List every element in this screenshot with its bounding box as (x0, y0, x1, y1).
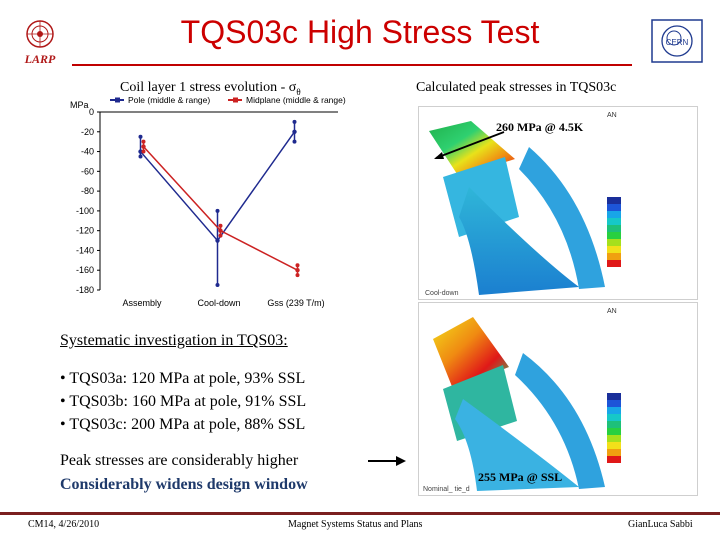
cern-logo: CERN (650, 18, 704, 64)
y-tick-label: -180 (76, 285, 94, 295)
data-point (218, 228, 223, 233)
left-subtitle: Coil layer 1 stress evolution - σθ (120, 80, 301, 97)
legend-label: Midplane (middle & range) (246, 95, 346, 105)
y-tick-label: -40 (81, 147, 94, 157)
range-max-marker (215, 208, 220, 213)
callout-top: 260 MPa @ 4.5K (496, 120, 584, 134)
sigma-symbol: σ (288, 80, 297, 95)
title-divider (72, 64, 632, 66)
fea-plot-ssl: AN Nominal_ tie_d (418, 302, 698, 496)
y-tick-label: -60 (81, 166, 94, 176)
stress-chart: MPa 0 -20 -40 -60 -80 -100 -120 -140 -160 -180 Asse… (60, 92, 350, 310)
y-tick-label: -160 (76, 265, 94, 275)
right-subtitle: Calculated peak stresses in TQS03c (416, 80, 617, 95)
range-min-marker (292, 139, 297, 144)
fea-header-text: AN (607, 112, 617, 119)
peak-stress-line: Peak stresses are considerably higher (60, 452, 299, 469)
legend-marker (233, 97, 238, 103)
fea-bottom-caption: Nominal_ tie_d (423, 486, 470, 493)
larp-logo-text: LARP (24, 52, 56, 66)
page-title: TQS03c High Stress Test (180, 14, 540, 50)
range-min-marker (295, 273, 300, 278)
footer-left: CM14, 4/26/2010 (28, 519, 100, 530)
y-axis-unit-label: MPa (70, 100, 89, 110)
range-max-marker (292, 119, 297, 124)
peak-arrow (368, 456, 406, 466)
bullet-tqs03b: • TQS03b: 160 MPa at pole, 91% SSL (60, 393, 307, 410)
cern-logo-text: CERN (666, 38, 689, 47)
fea-top-caption: Cool-down (425, 290, 459, 297)
x-tick-label: Cool-down (197, 298, 240, 308)
widens-design-line: Considerably widens design window (60, 476, 308, 493)
range-min-marker (138, 154, 143, 159)
data-point (292, 129, 297, 134)
legend-marker (115, 97, 120, 103)
y-tick-label: -80 (81, 186, 94, 196)
theta-subscript: θ (296, 86, 301, 97)
fea-header-text-2: AN (607, 308, 617, 315)
range-max-marker (295, 263, 300, 268)
footer-divider (0, 512, 720, 515)
bullet-tqs03c: • TQS03c: 200 MPa at pole, 88% SSL (60, 416, 306, 433)
callout-bottom: 255 MPa @ SSL (478, 470, 563, 484)
range-max-marker (141, 139, 146, 144)
fea-colorbar-2 (607, 393, 621, 463)
systematic-heading: Systematic investigation in TQS03: (60, 332, 288, 349)
larp-logo: LARP (12, 18, 68, 68)
callout-top-arrow (434, 131, 505, 159)
data-point (215, 238, 220, 243)
y-tick-label: -120 (76, 226, 94, 236)
x-tick-label: Gss (239 T/m) (267, 298, 324, 308)
fea-plot-cooldown: AN Cool-down (418, 106, 698, 300)
y-tick-label: -20 (81, 127, 94, 137)
left-subtitle-text: Coil layer 1 stress evolution - (120, 80, 289, 95)
footer-right: GianLuca Sabbi (628, 519, 693, 530)
fea-colorbar (607, 197, 621, 267)
range-min-marker (218, 233, 223, 238)
range-min-marker (215, 283, 220, 288)
x-tick-label: Assembly (122, 298, 162, 308)
range-max-marker (218, 223, 223, 228)
data-point (141, 144, 146, 149)
data-point (138, 149, 143, 154)
bullet-tqs03a: • TQS03a: 120 MPa at pole, 93% SSL (60, 370, 306, 387)
y-tick-label: -100 (76, 206, 94, 216)
series-line (142, 146, 298, 271)
range-min-marker (141, 149, 146, 154)
footer-center: Magnet Systems Status and Plans (288, 519, 423, 530)
legend-label: Pole (middle & range) (128, 95, 210, 105)
y-tick-label: 0 (89, 107, 94, 117)
range-max-marker (138, 134, 143, 139)
data-point (295, 268, 300, 273)
y-tick-label: -140 (76, 245, 94, 255)
